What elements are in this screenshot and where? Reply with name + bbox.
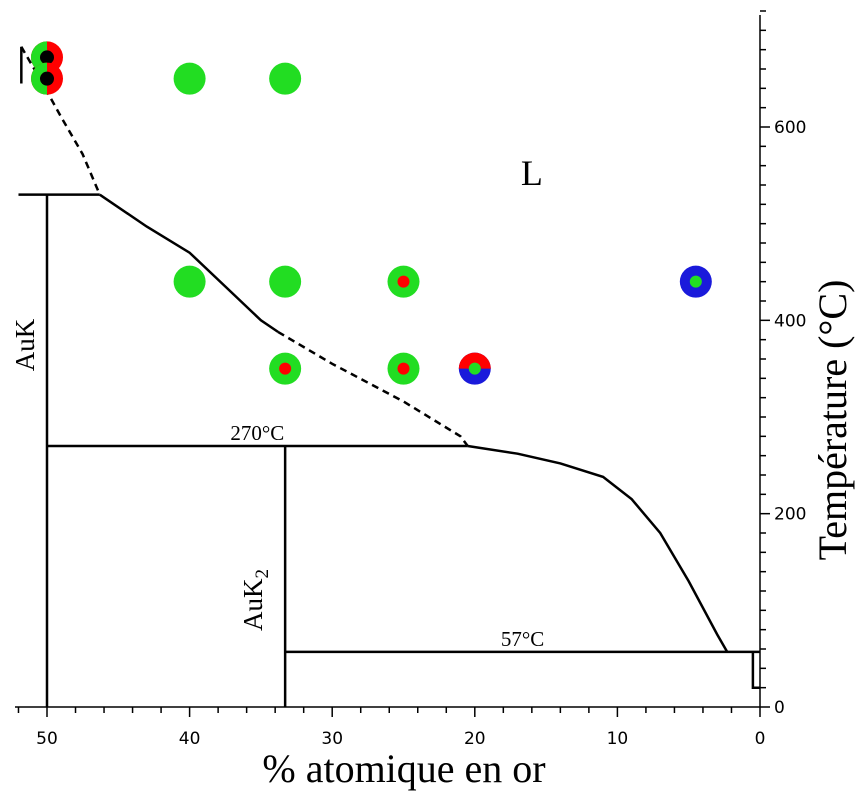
- data-point-inner: [397, 362, 410, 375]
- data-point-outer: [173, 62, 206, 95]
- liquidus-dashed-high: [20, 46, 101, 196]
- data-point: [387, 265, 420, 298]
- plot-lines: [18, 46, 760, 707]
- x-tick-label: 50: [36, 729, 58, 749]
- data-point: [31, 62, 63, 95]
- liquidus-solid: [99, 193, 279, 333]
- data-point-outer-top: [458, 352, 491, 369]
- y-axis: 0 200 400 600: [759, 10, 806, 718]
- data-point: [387, 352, 420, 385]
- potassium-edge-line: [751, 651, 760, 689]
- data-point: [269, 62, 302, 95]
- data-point: [679, 265, 712, 298]
- compound-subscript: 2: [252, 569, 273, 579]
- y-tick-label: 200: [774, 505, 806, 525]
- x-tick-label: 20: [464, 729, 486, 749]
- x-axis: 50 40 30 20 10 0: [15, 706, 766, 749]
- data-point-inner: [397, 275, 410, 288]
- y-tick-label: 0: [774, 698, 785, 718]
- data-point-inner: [689, 275, 702, 288]
- data-point-outer: [269, 265, 302, 298]
- data-point-inner: [279, 362, 292, 375]
- data-point-inner: [468, 362, 481, 375]
- data-point: [458, 352, 491, 385]
- x-tick-label: 30: [321, 729, 343, 749]
- data-point-inner: [40, 50, 54, 65]
- compound-label-auk2: AuK2: [238, 569, 273, 631]
- y-tick-label: 600: [774, 118, 806, 138]
- data-point: [173, 265, 206, 298]
- x-tick-label: 10: [607, 729, 629, 749]
- y-axis-title: Température (°C): [810, 280, 855, 561]
- data-points: [31, 41, 712, 385]
- isotherm-label: 270°C: [230, 421, 284, 445]
- region-label-liquid: L: [521, 153, 543, 193]
- data-point-inner: [40, 71, 54, 86]
- data-point: [269, 265, 302, 298]
- data-point-outer-half: [31, 62, 47, 95]
- liquidus-low: [467, 444, 729, 653]
- annotations: 270°C 57°C L AuK AuK2: [10, 153, 544, 651]
- isotherm-label: 57°C: [501, 627, 544, 651]
- x-tick-label: 40: [179, 729, 201, 749]
- compound-label-auk: AuK: [10, 318, 40, 371]
- data-point-outer: [269, 62, 302, 95]
- y-tick-label: 400: [774, 311, 806, 331]
- data-point: [269, 352, 302, 385]
- liquidus-dashed-mid: [277, 330, 469, 447]
- x-axis-title: % atomique en or: [262, 746, 545, 791]
- data-point: [173, 62, 206, 95]
- data-point-outer: [173, 265, 206, 298]
- x-tick-label: 0: [755, 729, 766, 749]
